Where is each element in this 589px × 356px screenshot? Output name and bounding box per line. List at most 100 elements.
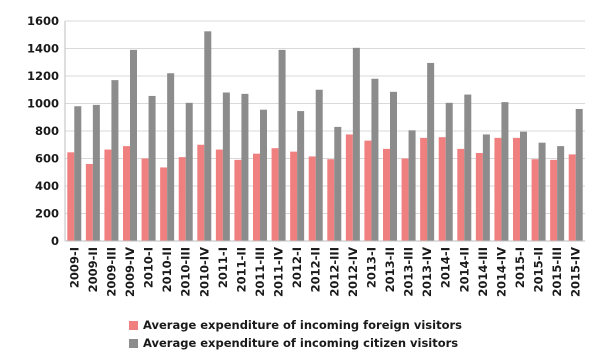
bar-foreign <box>253 153 260 241</box>
bar-foreign <box>513 137 520 241</box>
bar-foreign <box>568 154 576 241</box>
legend-label-citizen: Average expenditure of incoming citizen … <box>143 336 458 350</box>
bar-citizen <box>427 62 435 241</box>
legend-label-foreign: Average expenditure of incoming foreign … <box>143 318 462 332</box>
bar-foreign <box>85 164 93 241</box>
bar-foreign <box>67 152 75 241</box>
bar-citizen <box>167 73 175 241</box>
bar-citizen <box>297 111 305 241</box>
bar-citizen <box>557 146 565 241</box>
x-tick-label: 2011-III <box>253 247 267 297</box>
bar-citizen <box>74 106 82 241</box>
x-tick-label: 2011-IV <box>272 247 286 297</box>
bar-foreign <box>457 148 465 241</box>
bar-citizen <box>315 89 323 241</box>
legend: Average expenditure of incoming foreign … <box>129 318 462 350</box>
x-tick-label: 2011-II <box>234 247 248 292</box>
x-tick-label: 2012-IV <box>346 247 360 297</box>
x-tick-label: 2015-II <box>532 247 546 292</box>
bar-foreign <box>104 149 112 241</box>
bar-foreign <box>475 153 483 241</box>
bar-foreign <box>383 148 390 241</box>
x-tick-label: 2012-I <box>290 247 304 288</box>
bar-citizen <box>482 134 490 241</box>
y-tick-label: 1400 <box>27 42 59 56</box>
bar-foreign <box>197 144 205 241</box>
bars <box>67 31 583 241</box>
bar-citizen <box>148 95 156 241</box>
bar-citizen <box>501 102 509 241</box>
bar-citizen <box>111 80 119 241</box>
bar-foreign <box>345 134 353 241</box>
legend-swatch-foreign <box>129 321 138 330</box>
x-tick-label: 2014-II <box>457 247 471 292</box>
x-axis: 2009-I 2009-II 2009-III 2009-IV 2010-I 2010-I… <box>65 240 585 297</box>
bar-foreign <box>327 159 335 241</box>
bar-foreign <box>290 151 298 241</box>
x-tick-label: 2009-II <box>86 247 100 292</box>
x-tick-label: 2013-II <box>383 247 397 292</box>
bar-citizen <box>260 109 267 241</box>
x-tick-label: 2010-I <box>142 247 156 288</box>
y-axis: 0 200 400 600 800 1000 1200 1400 1600 <box>27 14 66 248</box>
y-tick-label: 1000 <box>27 97 59 111</box>
bar-citizen <box>204 31 212 241</box>
bar-foreign <box>401 158 409 241</box>
bar-citizen <box>352 47 360 241</box>
bar-citizen <box>278 49 286 241</box>
x-tick-label: 2012-II <box>309 247 323 292</box>
bar-foreign <box>160 167 168 241</box>
y-tick-label: 200 <box>35 207 59 221</box>
bar-foreign <box>550 159 558 241</box>
x-tick-label: 2010-III <box>179 247 193 297</box>
bar-citizen <box>520 131 527 241</box>
x-tick-label: 2009-III <box>104 247 118 297</box>
bar-citizen <box>241 93 249 241</box>
bar-foreign <box>308 156 316 241</box>
x-tick-label: 2010-IV <box>197 247 211 297</box>
bar-foreign <box>123 146 130 241</box>
bar-citizen <box>408 130 416 241</box>
bar-foreign <box>271 148 279 241</box>
bar-foreign <box>438 137 446 241</box>
x-tick-label: 2013-IV <box>420 247 434 297</box>
y-tick-label: 1200 <box>27 69 59 83</box>
bar-foreign <box>234 159 242 241</box>
bar-citizen <box>538 142 546 241</box>
x-tick-label: 2009-I <box>67 247 81 288</box>
x-tick-label: 2011-I <box>216 247 230 288</box>
bar-citizen <box>464 94 472 241</box>
x-tick-label: 2009-IV <box>123 247 137 297</box>
bar-foreign <box>364 140 372 241</box>
legend-swatch-citizen <box>129 339 138 348</box>
bar-foreign <box>494 137 502 241</box>
x-tick-label: 2010-II <box>160 247 174 292</box>
bar-foreign <box>531 159 539 241</box>
bar-citizen <box>130 49 137 241</box>
y-tick-label: 400 <box>35 179 59 193</box>
x-tick-label: 2015-IV <box>569 247 583 297</box>
bar-foreign <box>141 158 149 241</box>
y-tick-label: 1600 <box>27 14 59 28</box>
bar-citizen <box>222 92 230 241</box>
bar-foreign <box>420 137 428 241</box>
bar-citizen <box>390 91 397 241</box>
bar-citizen <box>371 78 379 241</box>
y-tick-label: 800 <box>35 124 59 138</box>
x-tick-label: 2013-III <box>402 247 416 297</box>
x-tick-label: 2014-III <box>476 247 490 297</box>
bar-foreign <box>215 149 223 241</box>
x-tick-label: 2012-III <box>327 247 341 297</box>
x-tick-label: 2014-I <box>439 247 453 288</box>
x-tick-label: 2015-I <box>513 247 527 288</box>
bar-citizen <box>575 109 583 241</box>
y-tick-label: 0 <box>51 234 59 248</box>
x-tick-label: 2015-III <box>550 247 564 297</box>
x-tick-label: 2014-IV <box>494 247 508 297</box>
y-tick-label: 600 <box>35 152 59 166</box>
x-tick-label: 2013-I <box>364 247 378 288</box>
bar-foreign <box>178 157 186 241</box>
bar-citizen <box>92 104 100 241</box>
bar-citizen <box>445 102 453 241</box>
